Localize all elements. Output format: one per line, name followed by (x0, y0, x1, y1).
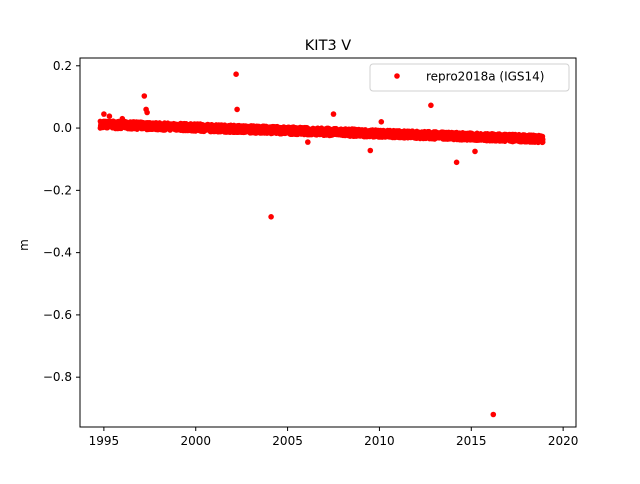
x-tick-label: 1995 (89, 434, 120, 448)
outlier-point (101, 111, 107, 117)
data-point (540, 139, 546, 145)
y-tick-label: 0.0 (53, 121, 72, 135)
chart-title: KIT3 V (305, 38, 351, 54)
x-tick-label: 2000 (180, 434, 211, 448)
legend-label: repro2018a (IGS14) (426, 70, 544, 84)
outlier-point (367, 147, 374, 154)
outlier-point (141, 93, 148, 99)
data-points (97, 71, 546, 418)
outlier-point (106, 113, 113, 119)
outlier-point (305, 139, 311, 145)
legend: repro2018a (IGS14) (369, 63, 570, 92)
outlier-point (268, 214, 274, 220)
y-tick-label: −0.6 (43, 308, 72, 322)
axes-frame (79, 57, 577, 428)
outlier-point (233, 71, 239, 77)
x-tick-label: 2010 (364, 434, 395, 448)
x-tick-label: 2020 (548, 434, 579, 448)
axis-ticks: 1995 2000 2005 2010 2015 2020 0.2 0.0 −0.2 −0.4 −0… (43, 59, 579, 448)
outlier-point (144, 109, 150, 116)
outlier-point (472, 148, 478, 155)
outlier-point (378, 119, 385, 125)
y-tick-label: 0.2 (53, 59, 72, 73)
outlier-point (330, 111, 337, 117)
x-tick-label: 2015 (456, 434, 487, 448)
y-tick-label: −0.2 (43, 183, 72, 197)
y-tick-label: −0.4 (43, 246, 72, 260)
y-tick-label: −0.8 (43, 370, 72, 384)
y-axis-label: m (17, 239, 31, 251)
outlier-point (453, 159, 460, 166)
outlier-point (428, 102, 434, 109)
outlier-point (234, 106, 240, 113)
outlier-point (119, 115, 126, 122)
outlier-point (490, 411, 497, 418)
legend-marker (394, 73, 400, 79)
x-tick-label: 2005 (272, 434, 303, 448)
legend-box (369, 63, 570, 92)
